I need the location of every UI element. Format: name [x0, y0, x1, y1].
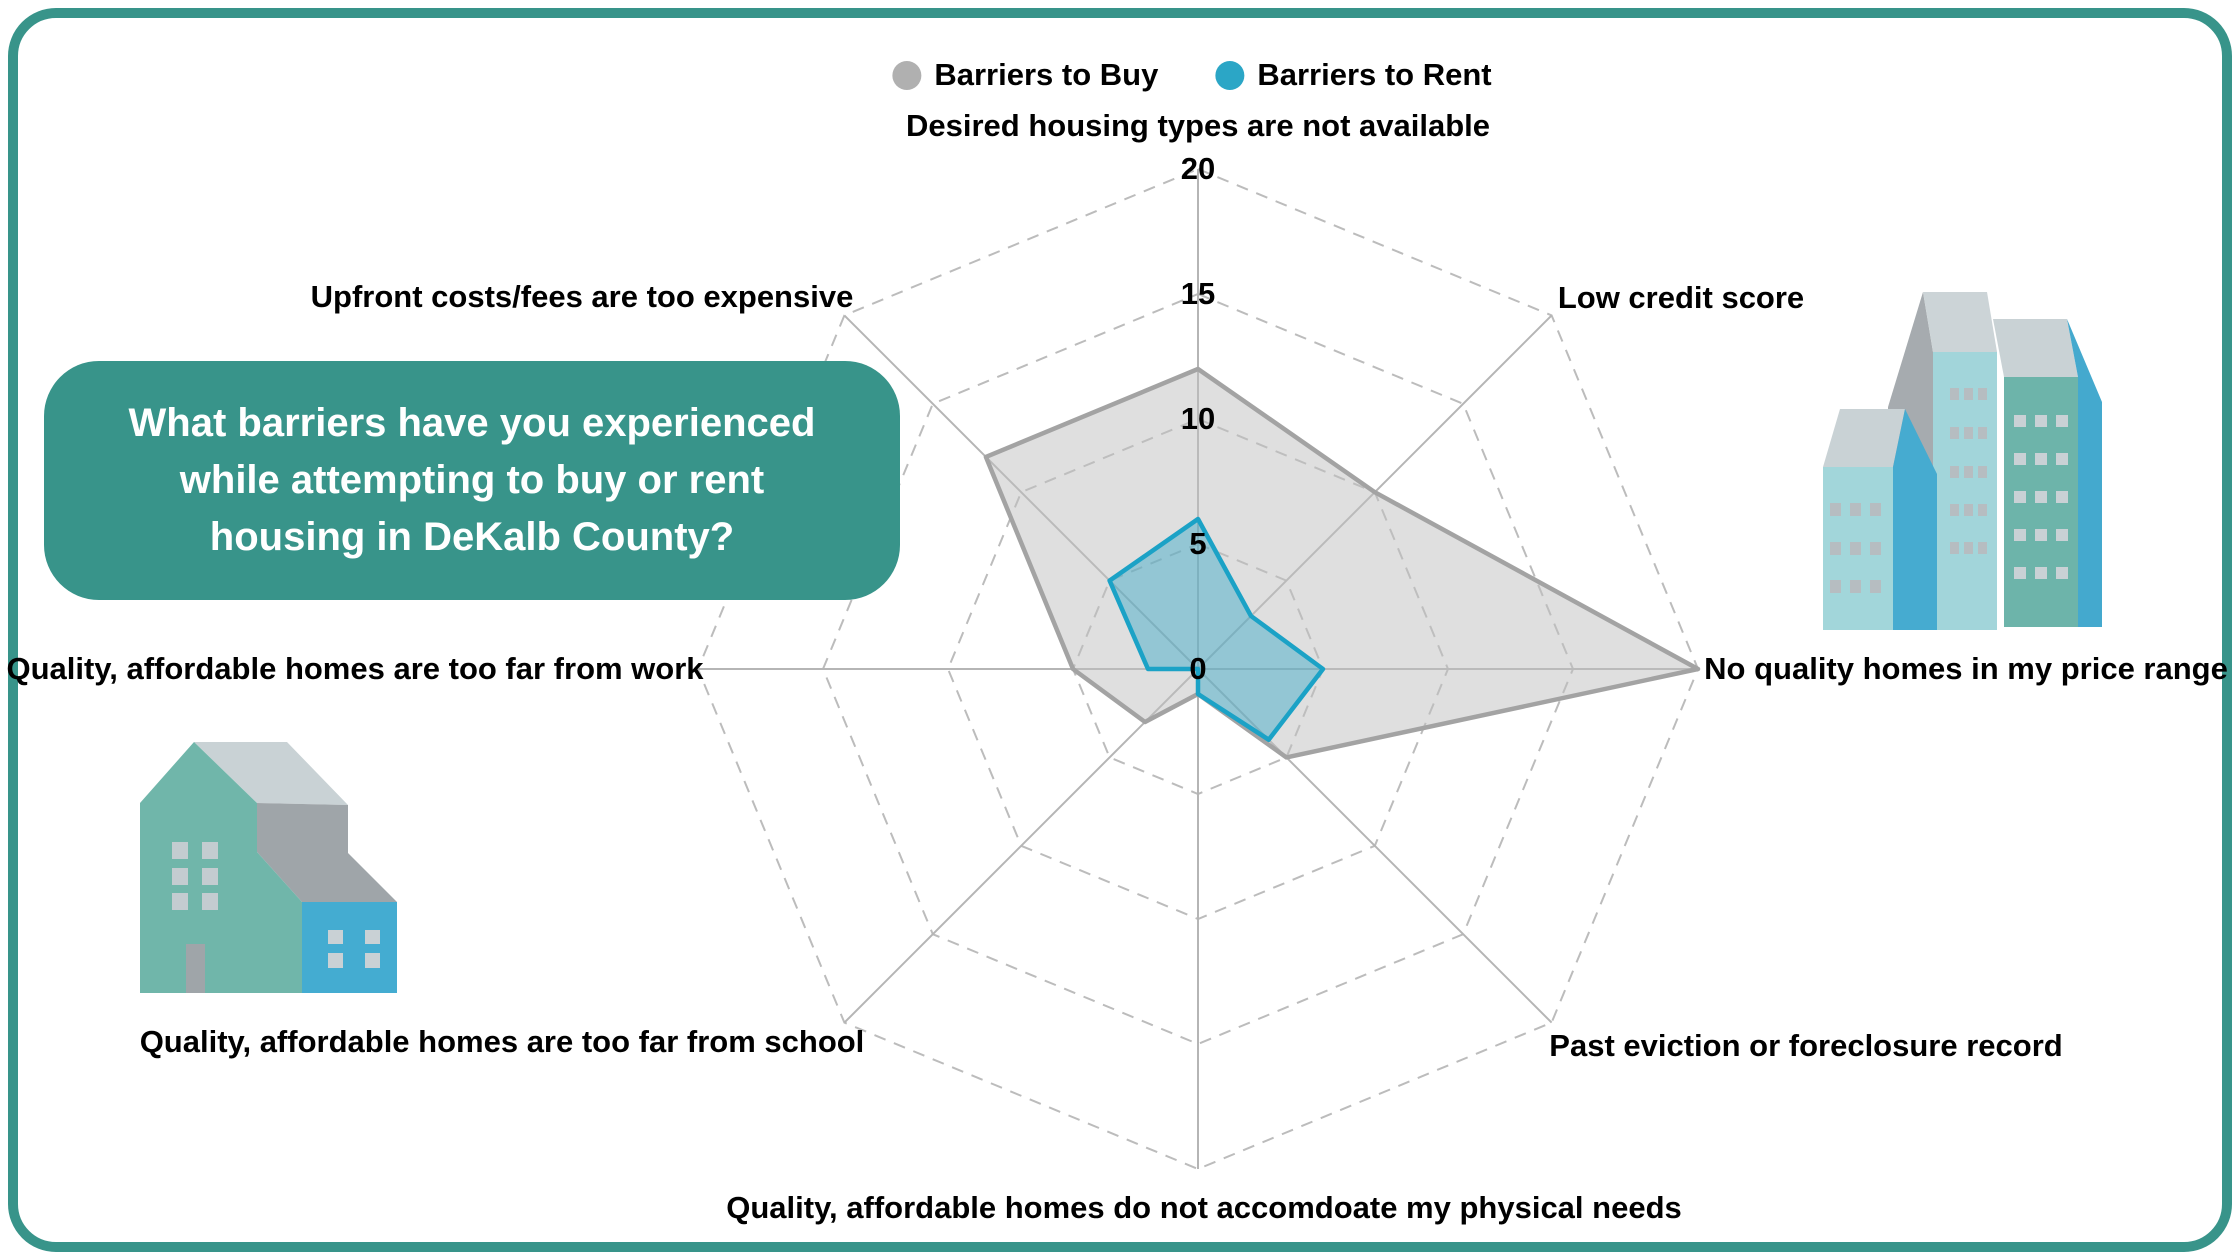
- question-line-2: while attempting to buy or rent: [179, 458, 765, 502]
- axis-label-far-from-school: Quality, affordable homes are too far fr…: [139, 1024, 865, 1059]
- legend-label-buy: Barriers to Buy: [934, 57, 1159, 92]
- legend-item-buy: Barriers to Buy: [892, 57, 1158, 93]
- legend-dot-rent-icon: [1215, 60, 1245, 90]
- axis-label-price-range: No quality homes in my price range: [1704, 651, 2228, 686]
- chart-legend: Barriers to Buy Barriers to Rent: [892, 57, 1492, 93]
- axis-label-upfront-costs: Upfront costs/fees are too expensive: [310, 279, 854, 314]
- question-line-3: housing in DeKalb County?: [209, 515, 735, 559]
- axis-label-far-from-work: Quality, affordable homes are too far fr…: [6, 651, 704, 686]
- tick-label-20: 20: [1180, 151, 1216, 186]
- tick-label-10: 10: [1180, 401, 1216, 436]
- series-polygon-rent: [1107, 516, 1326, 742]
- axis-label-low-credit: Low credit score: [1557, 280, 1805, 315]
- tick-label-5: 5: [1189, 526, 1207, 561]
- series-polygon-buy: [983, 366, 1701, 760]
- axis-label-physical-needs: Quality, affordable homes do not accomdo…: [726, 1190, 1682, 1225]
- legend-dot-buy-icon: [892, 60, 922, 90]
- grid-spoke-5: [843, 668, 1199, 1024]
- axis-label-eviction: Past eviction or foreclosure record: [1549, 1028, 2063, 1063]
- radar-series: [983, 366, 1701, 760]
- tick-label-15: 15: [1180, 276, 1216, 311]
- tick-label-0: 0: [1189, 651, 1207, 686]
- axis-label-desired-housing: Desired housing types are not available: [905, 108, 1491, 143]
- question-line-1: What barriers have you experienced: [128, 401, 816, 445]
- legend-item-rent: Barriers to Rent: [1215, 57, 1492, 93]
- apartment-buildings-icon: [1823, 292, 2102, 630]
- house-icon: [140, 742, 397, 993]
- question-box: What barriers have you experienced while…: [44, 361, 900, 600]
- legend-label-rent: Barriers to Rent: [1257, 57, 1492, 92]
